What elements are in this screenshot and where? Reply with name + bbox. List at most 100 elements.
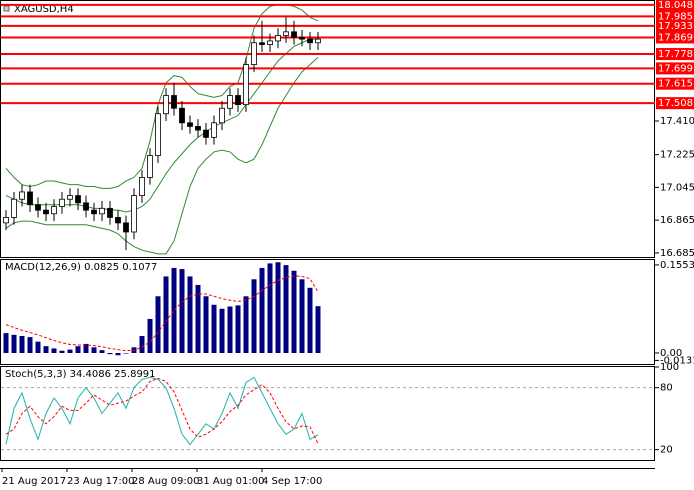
- y-tick-label: 16.685: [660, 248, 694, 259]
- level-label-bg: [656, 97, 694, 110]
- macd-bar: [19, 335, 25, 353]
- macd-bar: [107, 352, 113, 355]
- level-label: 17.933: [658, 21, 693, 32]
- y-tick-label: 17.410: [660, 116, 694, 127]
- candle-body: [275, 35, 281, 42]
- candle-body: [291, 31, 297, 38]
- macd-panel: [0, 259, 655, 365]
- x-tick-label: 23 Aug 17:00: [67, 476, 134, 487]
- macd-bar: [67, 349, 73, 353]
- macd-bar: [179, 269, 185, 353]
- y-tick-label: 100: [660, 362, 679, 373]
- candle-body: [67, 195, 73, 200]
- macd-bar: [219, 308, 225, 353]
- candle-body: [107, 207, 113, 218]
- level-label-bg: [656, 0, 694, 11]
- candle-body: [75, 195, 81, 204]
- candle-body: [99, 207, 105, 215]
- candle-body: [27, 191, 33, 206]
- candle-body: [235, 95, 241, 106]
- bollinger-lower: [5, 56, 319, 255]
- candle-body: [83, 202, 89, 211]
- candle-body: [267, 40, 273, 45]
- macd-bar: [195, 284, 201, 353]
- candle-body: [115, 217, 121, 224]
- candle-body: [123, 222, 129, 233]
- y-tick-label: 0.00: [660, 348, 682, 359]
- candle-body: [195, 126, 201, 131]
- level-label: 17.869: [658, 32, 693, 43]
- candle-body: [131, 195, 137, 233]
- candle-body: [3, 217, 9, 224]
- macd-bar: [3, 333, 9, 353]
- macd-bar: [275, 262, 281, 353]
- y-tick-label: 20: [660, 445, 673, 456]
- macd-bar: [315, 306, 321, 353]
- macd-bar: [139, 335, 145, 353]
- level-label-bg: [656, 77, 694, 90]
- candle-body: [299, 36, 305, 40]
- candle-body: [35, 204, 41, 211]
- level-label-bg: [656, 19, 694, 32]
- macd-bar: [171, 267, 177, 353]
- macd-bar: [155, 296, 161, 353]
- macd-bar: [83, 343, 89, 353]
- macd-bar: [291, 270, 297, 353]
- y-tick-label: 17.225: [660, 150, 694, 161]
- candle-body: [315, 38, 321, 44]
- macd-bar: [211, 304, 217, 353]
- macd-bar: [267, 263, 273, 353]
- macd-bar: [147, 318, 153, 353]
- stoch-panel: [0, 366, 655, 461]
- level-label: 17.508: [658, 98, 693, 109]
- stoch-main: [5, 376, 319, 446]
- macd-bar: [11, 334, 17, 353]
- macd-signal: [5, 275, 319, 352]
- candle-body: [59, 198, 65, 207]
- macd-bar: [115, 352, 121, 356]
- candle-body: [163, 95, 169, 115]
- level-label: 17.615: [658, 79, 693, 90]
- candle-body: [11, 198, 17, 218]
- candle-body: [155, 113, 161, 156]
- macd-bar: [243, 296, 249, 353]
- candle-body: [43, 209, 49, 215]
- level-label: 17.778: [658, 49, 693, 60]
- level-label-bg: [656, 31, 694, 44]
- macd-bar: [27, 337, 33, 353]
- chart-title: XAGUSD,H4: [14, 4, 74, 15]
- main-panel: [0, 0, 655, 258]
- x-tick-label: 31 Aug 01:00: [197, 476, 264, 487]
- y-tick-label: 0.1553: [660, 260, 694, 271]
- candle-body: [259, 42, 265, 45]
- macd-bar: [43, 346, 49, 353]
- macd-bar: [123, 352, 129, 354]
- macd-bar: [203, 296, 209, 353]
- macd-bar: [299, 279, 305, 353]
- candle-body: [179, 107, 185, 124]
- y-tick-label: 80: [660, 383, 673, 394]
- macd-bar: [59, 350, 65, 353]
- x-tick-label: 4 Sep 17:00: [262, 476, 322, 487]
- candle-body: [243, 64, 249, 106]
- candle-body: [251, 42, 257, 65]
- candle-body: [307, 38, 313, 44]
- level-label-bg: [656, 48, 694, 61]
- level-label-bg: [656, 62, 694, 75]
- candle-body: [203, 129, 209, 138]
- candle-body: [139, 176, 145, 196]
- macd-bar: [99, 350, 105, 353]
- y-tick-label: 17.045: [660, 182, 694, 193]
- macd-bar: [235, 305, 241, 353]
- macd-bar: [35, 341, 41, 353]
- candle-body: [187, 122, 193, 127]
- level-label: 17.699: [658, 63, 693, 74]
- macd-bar: [283, 265, 289, 353]
- y-tick-label: 16.865: [660, 215, 694, 226]
- macd-bar: [307, 287, 313, 353]
- x-tick-label: 21 Aug 2017: [2, 476, 66, 487]
- candle-body: [91, 209, 97, 215]
- macd-bar: [227, 306, 233, 353]
- macd-bar: [75, 346, 81, 353]
- candle-body: [283, 31, 289, 36]
